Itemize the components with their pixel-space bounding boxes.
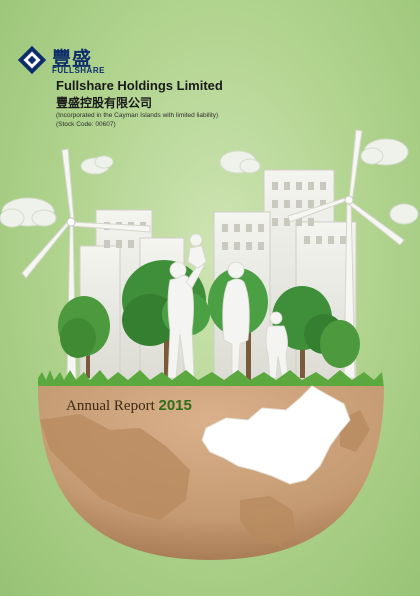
- cloud-left-icon: [0, 197, 57, 228]
- report-title-text: Annual Report: [66, 398, 155, 414]
- report-title: Annual Report 2015: [66, 397, 192, 415]
- grass-icon: [38, 370, 384, 388]
- fullshare-logo-icon: [18, 46, 46, 74]
- logo-chinese-name: 豐盛: [52, 48, 93, 70]
- china-map-icon: [201, 385, 351, 485]
- family-silhouette-icon: [167, 233, 289, 379]
- cloud-small-icon: [80, 155, 114, 175]
- company-name-english: Fullshare Holdings Limited: [56, 78, 223, 93]
- incorporation-note: (Incorporated in the Cayman Islands with…: [56, 112, 219, 119]
- continents-icon: [40, 410, 370, 546]
- stock-code: (Stock Code: 00607): [56, 121, 116, 128]
- company-header: 豐盛 FULLSHARE Fullshare Holdings Limited …: [18, 44, 278, 134]
- cloud-center-icon: [219, 150, 261, 174]
- report-year: 2015: [158, 397, 192, 414]
- cloud-far-right-icon: [389, 203, 419, 225]
- cloud-right-icon: [360, 138, 409, 166]
- logo-english-name: FULLSHARE: [52, 66, 105, 75]
- company-name-chinese: 豐盛控股有限公司: [56, 96, 153, 110]
